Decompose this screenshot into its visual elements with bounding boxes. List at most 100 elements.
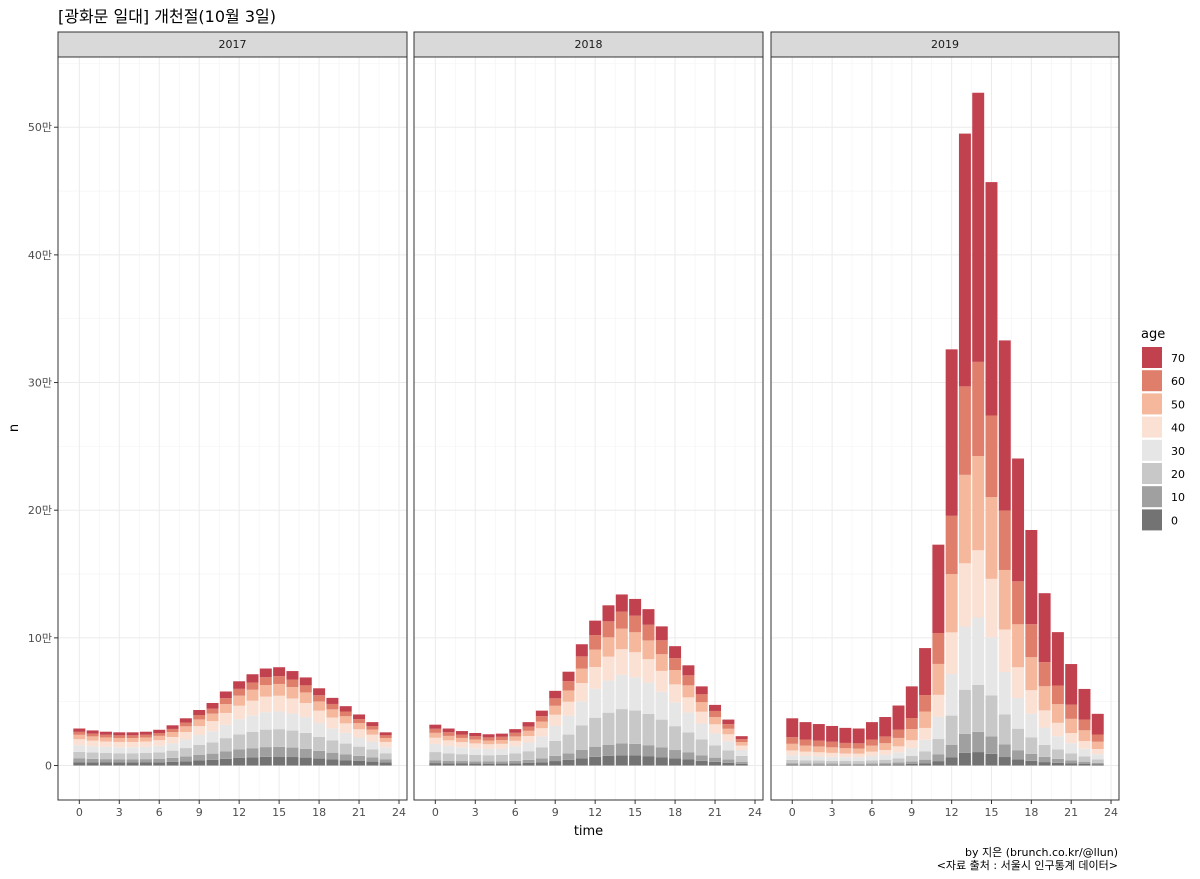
bar-segment-age-70 bbox=[1091, 713, 1104, 735]
bar-segment-age-30 bbox=[722, 741, 735, 751]
bar-segment-age-0 bbox=[206, 759, 219, 766]
bar-segment-age-20 bbox=[735, 755, 748, 762]
bar-segment-age-10 bbox=[1078, 761, 1091, 764]
bar-segment-age-70 bbox=[339, 706, 352, 712]
bar-segment-age-50 bbox=[799, 745, 812, 752]
bar-segment-age-30 bbox=[455, 747, 468, 755]
bar-segment-age-60 bbox=[455, 734, 468, 738]
bar-segment-age-60 bbox=[575, 656, 588, 669]
caption-credit: by 지은 (brunch.co.kr/@llun) bbox=[964, 846, 1118, 859]
bar-segment-age-10 bbox=[709, 757, 722, 762]
bar-segment-age-40 bbox=[892, 746, 905, 753]
bar-segment-age-40 bbox=[839, 753, 852, 758]
bar-segment-age-40 bbox=[682, 697, 695, 713]
bar-segment-age-60 bbox=[1078, 719, 1091, 731]
bar-segment-age-20 bbox=[233, 734, 246, 750]
bar-segment-age-10 bbox=[958, 733, 971, 753]
bar-segment-age-60 bbox=[826, 741, 839, 748]
bar-segment-age-50 bbox=[113, 737, 126, 742]
bar-segment-age-60 bbox=[1091, 734, 1104, 742]
bar-segment-age-0 bbox=[905, 763, 918, 766]
bar-segment-age-40 bbox=[735, 745, 748, 750]
bar-segment-age-0 bbox=[126, 762, 139, 766]
bar-segment-age-0 bbox=[669, 758, 682, 766]
bar-segment-age-30 bbox=[1012, 697, 1025, 729]
bar-segment-age-30 bbox=[139, 746, 152, 754]
bar-segment-age-70 bbox=[482, 734, 495, 738]
bar-segment-age-40 bbox=[958, 563, 971, 627]
bar-segment-age-10 bbox=[166, 757, 179, 762]
bar-segment-age-60 bbox=[932, 633, 945, 664]
bar-segment-age-20 bbox=[1065, 753, 1078, 761]
bar-segment-age-10 bbox=[735, 761, 748, 764]
bar-segment-age-30 bbox=[379, 747, 392, 754]
bar-segment-age-30 bbox=[206, 731, 219, 743]
bar-segment-age-0 bbox=[682, 759, 695, 766]
bar-segment-age-10 bbox=[139, 759, 152, 763]
bar-segment-age-40 bbox=[113, 741, 126, 748]
bar-segment-age-60 bbox=[589, 635, 602, 650]
legend-label: 70 bbox=[1171, 352, 1185, 365]
bar-segment-age-20 bbox=[985, 695, 998, 737]
bar-segment-age-30 bbox=[905, 748, 918, 757]
bar-segment-age-40 bbox=[972, 550, 985, 618]
bar-segment-age-20 bbox=[642, 713, 655, 746]
bar-segment-age-60 bbox=[998, 510, 1011, 570]
bar-segment-age-0 bbox=[562, 759, 575, 766]
bar-segment-age-40 bbox=[945, 632, 958, 674]
bar-segment-age-20 bbox=[99, 753, 112, 760]
bar-segment-age-30 bbox=[589, 688, 602, 718]
bar-segment-age-0 bbox=[379, 762, 392, 766]
bar-segment-age-40 bbox=[495, 743, 508, 749]
bar-segment-age-60 bbox=[799, 739, 812, 746]
legend-key-70 bbox=[1142, 347, 1162, 368]
bar-segment-age-70 bbox=[273, 667, 286, 677]
bar-segment-age-30 bbox=[709, 733, 722, 746]
bar-segment-age-50 bbox=[958, 474, 971, 564]
bar-segment-age-40 bbox=[259, 696, 272, 713]
bar-segment-age-30 bbox=[535, 736, 548, 748]
bar-segment-age-70 bbox=[852, 728, 865, 744]
bar-segment-age-60 bbox=[99, 734, 112, 738]
bar-segment-age-70 bbox=[522, 722, 535, 727]
bar-segment-age-70 bbox=[139, 731, 152, 735]
bar-segment-age-60 bbox=[722, 724, 735, 729]
bar-segment-age-60 bbox=[1012, 581, 1025, 625]
bar-segment-age-50 bbox=[379, 737, 392, 742]
bar-segment-age-20 bbox=[273, 729, 286, 747]
bar-segment-age-10 bbox=[482, 761, 495, 764]
bar-segment-age-0 bbox=[1012, 759, 1025, 766]
bar-segment-age-20 bbox=[826, 760, 839, 764]
bar-segment-age-70 bbox=[1025, 529, 1038, 625]
bar-segment-age-70 bbox=[259, 668, 272, 678]
panel-background-2017 bbox=[58, 57, 407, 800]
bar-segment-age-30 bbox=[126, 747, 139, 754]
bar-segment-age-10 bbox=[233, 749, 246, 758]
bar-segment-age-0 bbox=[735, 763, 748, 766]
bar-segment-age-0 bbox=[985, 753, 998, 766]
bar-segment-age-0 bbox=[549, 761, 562, 766]
bar-segment-age-40 bbox=[826, 752, 839, 757]
bar-segment-age-20 bbox=[852, 761, 865, 764]
bar-segment-age-60 bbox=[339, 711, 352, 717]
bar-segment-age-60 bbox=[442, 732, 455, 736]
bar-segment-age-50 bbox=[669, 670, 682, 685]
bar-segment-age-60 bbox=[113, 735, 126, 738]
bar-segment-age-30 bbox=[299, 717, 312, 733]
bar-segment-age-50 bbox=[1078, 730, 1091, 742]
bar-segment-age-50 bbox=[865, 745, 878, 752]
bar-segment-age-60 bbox=[206, 708, 219, 714]
bar-segment-age-50 bbox=[455, 737, 468, 743]
bar-segment-age-0 bbox=[1051, 762, 1064, 766]
bar-segment-age-60 bbox=[972, 361, 985, 457]
bar-segment-age-70 bbox=[326, 697, 339, 704]
bar-segment-age-20 bbox=[562, 734, 575, 754]
bar-segment-age-50 bbox=[575, 668, 588, 684]
bar-segment-age-40 bbox=[86, 740, 99, 747]
bar-segment-age-10 bbox=[73, 758, 86, 763]
bar-segment-age-40 bbox=[905, 740, 918, 749]
bar-segment-age-50 bbox=[509, 736, 522, 741]
bar-segment-age-0 bbox=[709, 761, 722, 766]
bar-segment-age-30 bbox=[259, 712, 272, 730]
bar-segment-age-50 bbox=[932, 663, 945, 695]
